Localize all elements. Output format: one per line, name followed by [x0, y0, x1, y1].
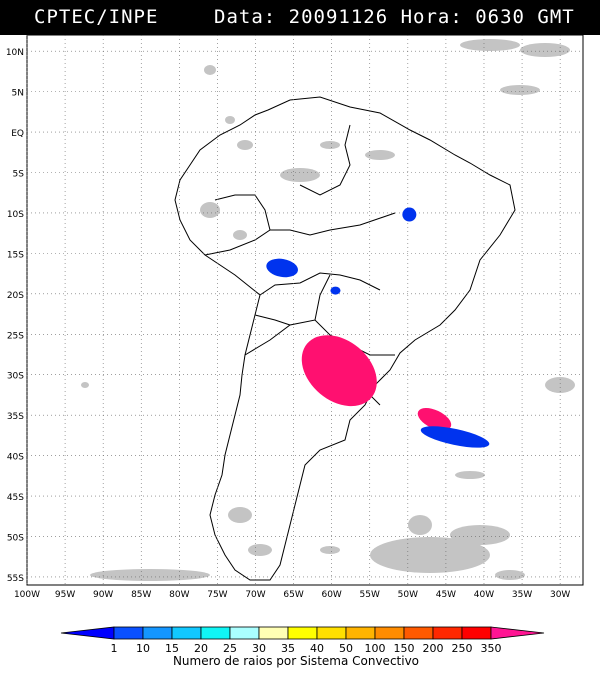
lon-tick-label: 55W	[360, 590, 380, 600]
colorbar-segment	[461, 626, 492, 640]
colorbar-labels: 1 10 15 20 25 30 35 40 50 100 150 200 250 350	[111, 642, 502, 655]
lat-tick-label: 5N	[12, 89, 24, 99]
colorbar-segment	[200, 626, 231, 640]
lon-tick-label: 100W	[14, 590, 40, 600]
map-frame	[26, 34, 584, 586]
datetime-label: Data: 20091126 Hora: 0630 GMT	[214, 6, 575, 28]
latitude-labels: 10N 5N EQ 5S 10S 15S 20S 25S 30S 35S 40S 45S 50S 55S	[6, 48, 24, 584]
lat-tick-label: 35S	[7, 412, 24, 422]
lat-tick-label: 5S	[13, 170, 25, 180]
lon-tick-label: 85W	[131, 590, 151, 600]
colorbar-segment	[403, 626, 434, 640]
map-svg: 10N5NEQ5S10S15S20S25S30S35S40S45S50S55S …	[6, 34, 584, 668]
colorbar-tick-label: 40	[310, 642, 324, 655]
colorbar-segment	[258, 626, 289, 640]
agency-label: CPTEC/INPE	[34, 6, 159, 28]
colorbar-segment	[316, 626, 347, 640]
lightning-system	[402, 207, 417, 222]
lon-tick-label: 35W	[512, 590, 532, 600]
colorbar-tick-label: 100	[365, 642, 386, 655]
colorbar-tick-label: 350	[481, 642, 502, 655]
colorbar-segment	[171, 626, 202, 640]
colorbar-title: Numero de raios por Sistema Convectivo	[173, 654, 419, 668]
lon-tick-label: 90W	[93, 590, 113, 600]
lon-tick-label: 80W	[169, 590, 189, 600]
lat-tick-label: 15S	[7, 250, 24, 260]
lat-tick-label: 10S	[7, 210, 24, 220]
colorbar-tick-label: 1	[111, 642, 118, 655]
lat-tick-label: 40S	[7, 453, 24, 463]
lat-tick-label: 25S	[7, 331, 24, 341]
lat-tick-label: EQ	[11, 129, 24, 139]
lon-tick-label: 40W	[474, 590, 494, 600]
lon-tick-label: 45W	[436, 590, 456, 600]
colorbar-tick-label: 250	[452, 642, 473, 655]
header-bar: CPTEC/INPE Data: 20091126 Hora: 0630 GMT	[0, 0, 600, 35]
lat-tick-label: 30S	[7, 372, 24, 382]
lightning-system	[330, 286, 341, 295]
lon-tick-label: 75W	[207, 590, 227, 600]
lat-tick-label: 45S	[7, 493, 24, 503]
colorbar-tick-label: 25	[223, 642, 237, 655]
lightning-system	[417, 408, 452, 431]
lightning-system	[301, 335, 377, 407]
colorbar-tick-label: 200	[423, 642, 444, 655]
lon-tick-label: 60W	[321, 590, 341, 600]
lon-tick-label: 95W	[55, 590, 75, 600]
colorbar-segment	[432, 626, 463, 640]
colorbar-tick-label: 20	[194, 642, 208, 655]
lon-tick-label: 65W	[283, 590, 303, 600]
colorbar-arrow-right	[490, 626, 545, 640]
colorbar	[60, 626, 545, 640]
colorbar-tick-label: 15	[165, 642, 179, 655]
lightning-system	[420, 426, 490, 448]
colorbar-segment	[345, 626, 376, 640]
lon-tick-label: 30W	[550, 590, 570, 600]
colorbar-segment	[229, 626, 260, 640]
longitude-labels: 100W 95W 90W 85W 80W 75W 70W 65W 60W 55W 50W 45W 40W…	[14, 590, 570, 600]
lightning-system	[266, 258, 298, 278]
colorbar-arrow-left	[60, 626, 115, 640]
colorbar-tick-label: 150	[394, 642, 415, 655]
colorbar-segment	[374, 626, 405, 640]
colorbar-segment	[287, 626, 318, 640]
lat-tick-label: 55S	[7, 574, 24, 584]
colorbar-tick-label: 50	[339, 642, 353, 655]
colorbar-tick-label: 10	[136, 642, 150, 655]
lightning-systems	[266, 207, 490, 448]
lat-tick-label: 10N	[6, 48, 24, 58]
lat-tick-label: 20S	[7, 291, 24, 301]
lon-tick-label: 50W	[398, 590, 418, 600]
colorbar-tick-label: 35	[281, 642, 295, 655]
cloud-layer	[81, 39, 575, 581]
lat-tick-label: 50S	[7, 533, 24, 543]
colorbar-segment	[113, 626, 144, 640]
grid-lines	[26, 35, 583, 585]
colorbar-tick-label: 30	[252, 642, 266, 655]
colorbar-segment	[142, 626, 173, 640]
map-panel: 10N 5N EQ 5S 10S 15S 20S 25S 30S 35S 40S 45S 50S 55S …	[0, 34, 600, 670]
lon-tick-label: 70W	[245, 590, 265, 600]
